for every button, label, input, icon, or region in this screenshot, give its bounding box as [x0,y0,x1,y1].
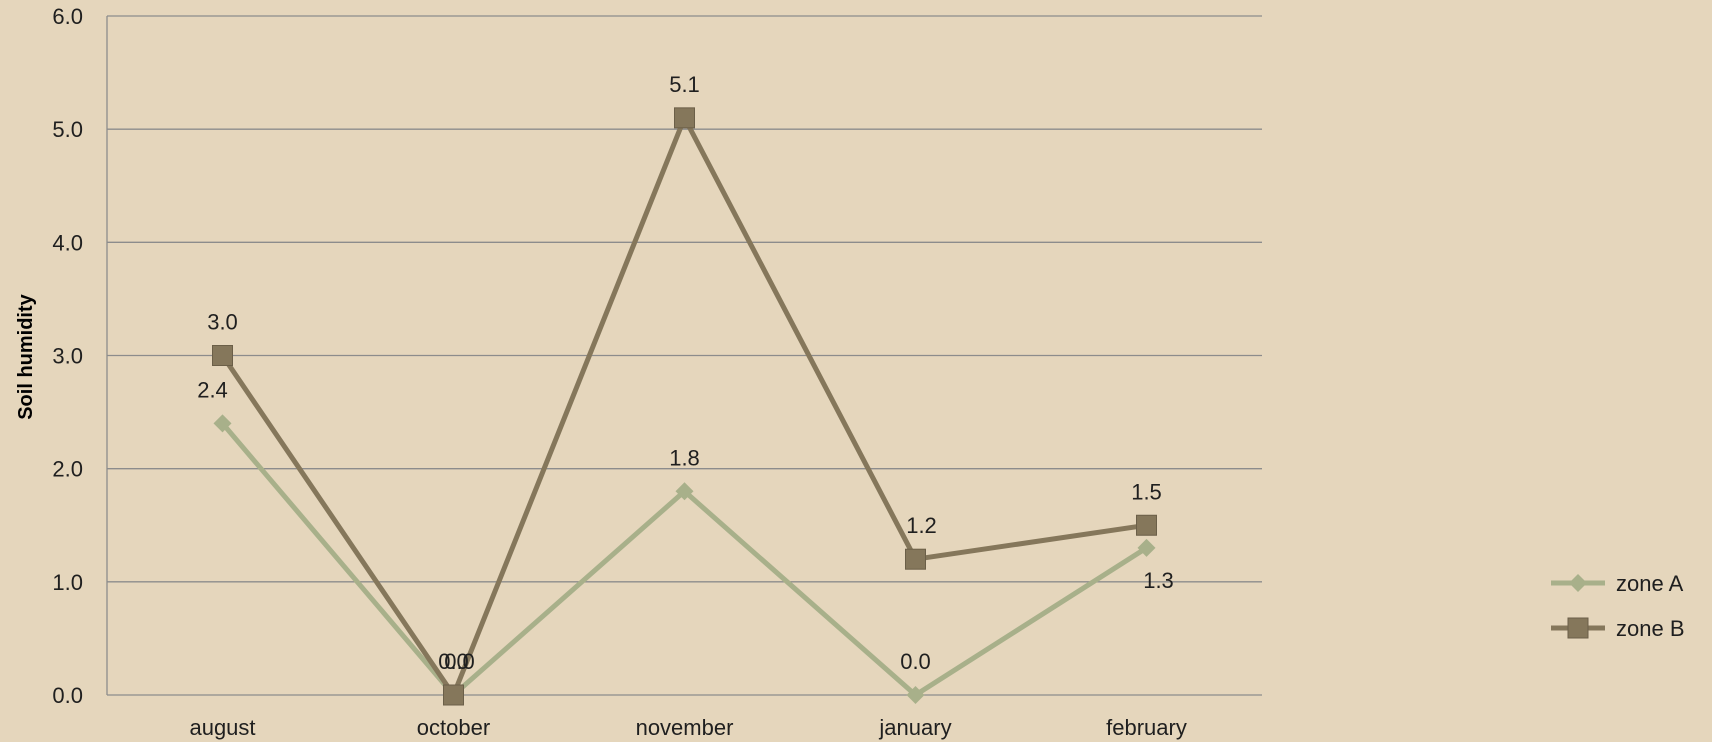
legend-marker [1567,617,1589,639]
series-line-1 [220,115,1147,698]
y-axis-ticks: 0.0 1.0 2.0 3.0 4.0 5.0 6.0 [52,4,83,708]
x-tick-label: february [1106,715,1187,740]
legend: zone A zone B [1551,571,1685,641]
x-tick-label: november [636,715,734,740]
data-label: 0.0 [900,649,931,674]
data-point [213,414,232,433]
data-label: 5.1 [669,72,700,97]
data-point [905,548,926,570]
data-label: 1.2 [906,513,937,538]
legend-marker [1569,574,1587,592]
y-tick-label: 1.0 [52,570,83,595]
data-point [1137,538,1156,557]
data-point [675,482,694,501]
data-label: 0.0 [444,649,475,674]
y-tick-label: 2.0 [52,457,83,482]
data-label: 2.4 [197,377,228,402]
data-point [906,686,925,704]
y-tick-label: 6.0 [52,4,83,29]
data-label: 1.3 [1143,568,1174,593]
legend-label: zone B [1616,616,1685,641]
y-axis-title: Soil humidity [15,293,37,419]
data-label: 1.8 [669,445,700,470]
y-tick-label: 0.0 [52,683,83,708]
data-labels: 2.4 0.0 1.8 0.0 1.3 3.0 0.0 5.1 1.2 1.5 [197,72,1174,674]
series-layer [212,107,1157,706]
x-axis-ticks: august october november january february [189,715,1186,740]
data-label: 3.0 [207,310,238,335]
data-label: 1.5 [1131,479,1162,504]
legend-label: zone A [1616,571,1684,596]
data-point [1136,514,1157,536]
y-tick-label: 4.0 [52,230,83,255]
data-label: 0.0 [438,649,469,674]
data-point [443,684,464,706]
x-tick-label: october [417,715,490,740]
y-tick-label: 5.0 [52,117,83,142]
data-point [212,345,233,366]
y-tick-label: 3.0 [52,344,83,369]
data-point [674,107,695,129]
x-tick-label: august [189,715,255,740]
x-tick-label: january [878,715,951,740]
